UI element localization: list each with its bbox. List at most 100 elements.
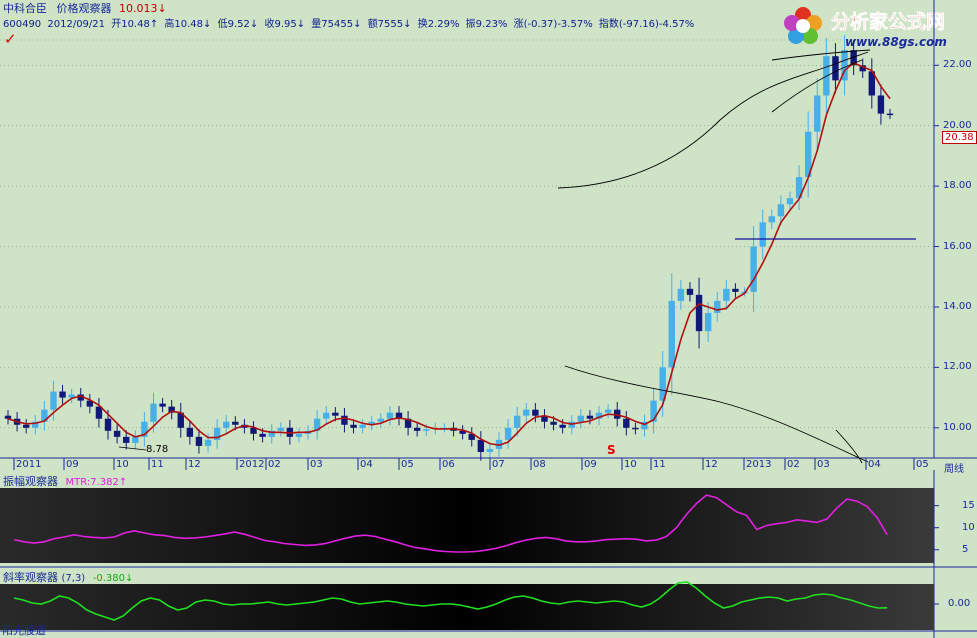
x-tick-label: 2013 xyxy=(746,459,772,470)
title-bar: 中科合臣 价格观察器 10.013↓ xyxy=(3,0,167,16)
sell-signal: S xyxy=(607,443,616,457)
candle xyxy=(459,425,466,440)
x-tick-label: 07 xyxy=(492,459,505,470)
candle xyxy=(250,421,257,441)
candle xyxy=(850,40,857,76)
x-tick-label: 09 xyxy=(584,459,597,470)
candle xyxy=(22,419,30,434)
candle xyxy=(668,273,675,396)
candle xyxy=(113,424,121,444)
candle xyxy=(868,58,876,109)
slope-arrow: ↓ xyxy=(124,573,134,584)
slope-value: -0.380 xyxy=(92,573,125,584)
quote-line: 600490 2012/09/21 开10.48↑ 高10.48↓ 低9.52↓… xyxy=(3,15,697,30)
candle xyxy=(368,416,375,431)
candle xyxy=(877,84,885,125)
candle xyxy=(750,226,757,313)
candle xyxy=(886,108,894,119)
candle xyxy=(841,35,848,96)
amplitude-tick-label: 10 xyxy=(962,521,975,533)
candle xyxy=(723,280,730,310)
x-tick-label: 09 xyxy=(66,459,79,470)
x-tick-label: 2012 xyxy=(239,459,265,470)
amplitude-panel-bg xyxy=(0,488,934,563)
amplitude-line xyxy=(13,494,888,553)
candle xyxy=(641,414,648,437)
quote-index: 指数(-97.16)-4.57% xyxy=(598,19,695,30)
price-pane xyxy=(0,0,977,470)
candle xyxy=(59,384,66,405)
candle xyxy=(541,409,548,429)
candle xyxy=(786,191,794,211)
candle xyxy=(623,411,630,436)
price-tick-label: 22.00 xyxy=(943,59,972,71)
candle xyxy=(359,419,366,434)
candle xyxy=(513,406,521,437)
x-tick-label: 2011 xyxy=(16,459,42,470)
candle xyxy=(195,429,203,454)
candle xyxy=(159,398,166,413)
quote-turnover: 换2.29% xyxy=(417,19,460,30)
price-tick-label: 18.00 xyxy=(943,180,972,192)
tool-value: 10.013 xyxy=(119,2,158,15)
quote-low: 低9.52↓ xyxy=(217,19,259,30)
slope-line xyxy=(13,581,888,621)
candle xyxy=(132,430,139,450)
candle xyxy=(386,406,394,426)
amplitude-tick-label: 5 xyxy=(962,543,969,555)
candle xyxy=(832,43,839,94)
quote-close: 收9.95↓ xyxy=(264,19,306,30)
candle xyxy=(777,195,785,226)
x-tick-label: 08 xyxy=(533,459,546,470)
candle xyxy=(768,209,775,230)
candle xyxy=(168,399,175,420)
candle xyxy=(223,415,230,435)
candle xyxy=(604,404,612,419)
moving-average-line xyxy=(7,62,891,446)
price-tick-label: 16.00 xyxy=(943,240,972,252)
logo-text: 分析家公式网 xyxy=(831,10,945,33)
slope-name: 斜率观察器 xyxy=(3,571,58,584)
candle xyxy=(68,388,75,404)
candle xyxy=(559,419,566,434)
candle xyxy=(504,419,512,449)
candle xyxy=(477,431,485,461)
candle xyxy=(41,400,48,431)
footer-text: 阳光股道 xyxy=(2,624,46,637)
amplitude-value: 7.382 xyxy=(90,477,119,488)
candle xyxy=(295,428,303,443)
amplitude-label: MTR: xyxy=(65,477,91,488)
quote-amplitude: 振9.23% xyxy=(465,19,508,30)
price-tick-label: 20.00 xyxy=(943,119,972,131)
candle xyxy=(695,277,703,349)
site-logo: 分析家公式网 www.88gs.com xyxy=(775,4,973,52)
candle xyxy=(77,387,84,408)
quote-high: 高10.48↓ xyxy=(164,19,212,30)
candle xyxy=(186,420,194,445)
candle xyxy=(523,403,530,423)
x-tick-label: 10 xyxy=(116,459,129,470)
x-tick-label: 12 xyxy=(705,459,718,470)
x-tick-label: 12 xyxy=(188,459,201,470)
candle xyxy=(177,402,184,438)
slope-params: (7,3) xyxy=(61,573,86,584)
stock-name: 中科合臣 xyxy=(3,2,47,15)
candle xyxy=(441,423,448,433)
upper-trend-curve xyxy=(771,59,863,113)
x-tick-label: 03 xyxy=(310,459,323,470)
candle xyxy=(213,419,221,449)
x-tick-label: 02 xyxy=(787,459,800,470)
tool-arrow: ↓ xyxy=(157,2,167,15)
candle xyxy=(595,406,603,426)
candle xyxy=(577,409,585,429)
candle xyxy=(4,410,12,425)
candle xyxy=(814,78,821,149)
candle xyxy=(32,415,39,435)
x-tick-label: 11 xyxy=(653,459,666,470)
candle xyxy=(686,282,694,302)
x-tick-label: 05 xyxy=(916,459,929,470)
x-tick-label: 03 xyxy=(817,459,830,470)
quote-volume: 量75455↓ xyxy=(311,19,362,30)
quote-change: 涨(-0.37)-3.57% xyxy=(513,19,593,30)
